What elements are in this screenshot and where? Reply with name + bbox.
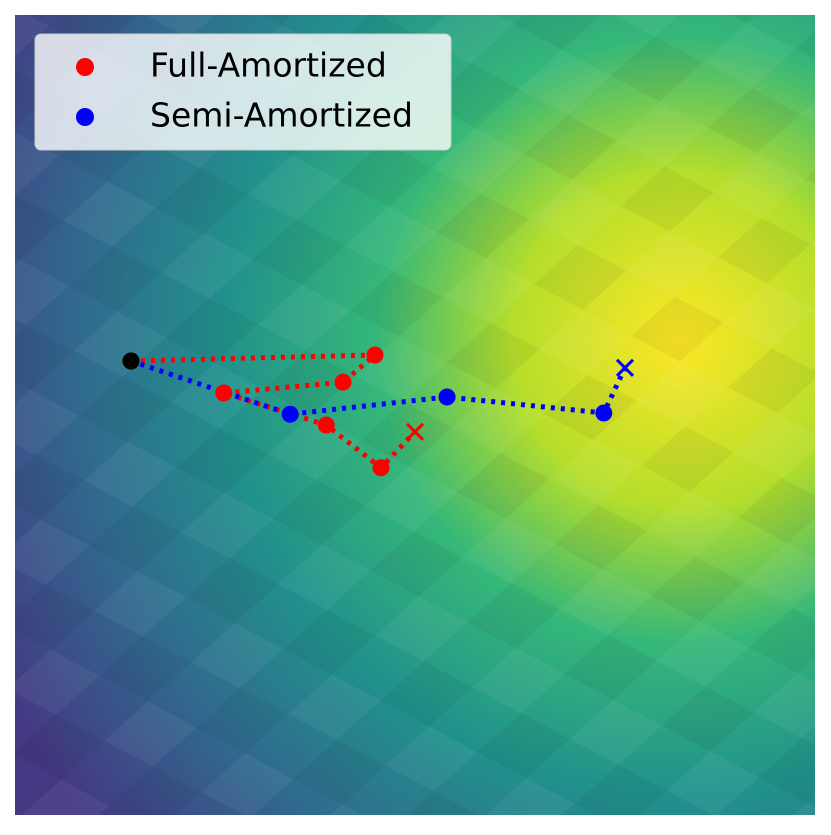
point xyxy=(317,416,335,434)
end-marker xyxy=(405,422,425,441)
point xyxy=(281,405,299,423)
point xyxy=(595,404,613,422)
legend: Full-Amortized Semi-Amortized xyxy=(34,33,452,151)
legend-label: Semi-Amortized xyxy=(150,96,413,135)
start-point xyxy=(122,352,140,370)
point xyxy=(366,346,384,364)
trajectory-line xyxy=(130,358,628,417)
legend-marker xyxy=(76,108,94,126)
point xyxy=(372,459,390,477)
end-cross xyxy=(405,422,425,441)
point xyxy=(334,373,352,391)
legend-marker xyxy=(76,58,94,76)
end-cross xyxy=(615,358,635,377)
end-marker xyxy=(615,358,635,377)
point xyxy=(215,384,233,402)
legend-label: Full-Amortized xyxy=(150,46,387,85)
point xyxy=(438,388,456,406)
